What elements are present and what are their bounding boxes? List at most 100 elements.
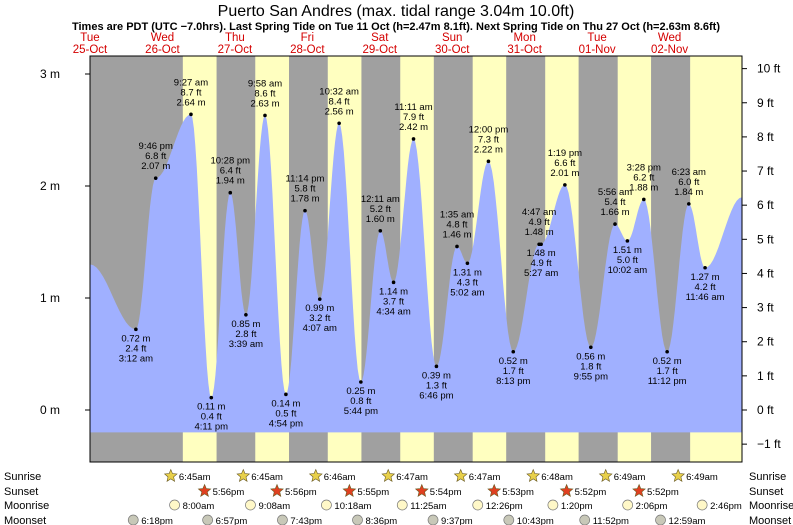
tide-high-point <box>263 113 267 118</box>
y-right-tick-label: 8 ft <box>757 130 774 144</box>
sunrise-icon <box>163 468 178 482</box>
tide-high-feet: 6.0 ft <box>678 177 699 188</box>
tide-high-point <box>687 202 691 206</box>
tide-low-point <box>703 265 707 270</box>
tide-low-feet: 3.7 ft <box>383 296 404 307</box>
moonset-time: 9:37pm <box>441 516 473 525</box>
date-label: 26-Oct <box>145 44 180 56</box>
tide-low-time: 11:46 am <box>686 292 725 303</box>
tide-low-time: 4:07 am <box>303 323 337 334</box>
moonset-icon <box>127 514 139 525</box>
tide-low-point <box>209 395 214 400</box>
sunrise-time: 6:45am <box>179 472 211 483</box>
moonrise-icon <box>472 499 484 511</box>
moonrise-icon <box>547 499 559 511</box>
tide-high-point <box>486 159 491 164</box>
date-label: 29-Oct <box>363 44 398 56</box>
tide-high-feet: 8.7 ft <box>180 87 201 98</box>
tide-low-point <box>317 297 322 301</box>
moonset-time: 7:43pm <box>290 516 322 525</box>
tide-high-metres: 2.22 m <box>474 144 503 155</box>
tide-low-feet: 4.3 ft <box>457 277 478 288</box>
tide-low-metres: 0.39 m <box>422 370 451 381</box>
sunset-icon <box>632 483 646 497</box>
tide-low-time: 5:44 pm <box>344 406 378 417</box>
tide-low-point <box>434 364 439 369</box>
tide-low-feet: 1.7 ft <box>657 366 678 377</box>
moonrise-icon <box>245 499 256 511</box>
tide-extreme-labels: 0.72 m2.4 ft3:12 am 9:46 pm6.8 ft2.07 m 9:… <box>119 77 725 432</box>
tide-low-time: 11:12 pm <box>648 376 687 387</box>
tide-low-feet: 2.8 ft <box>235 329 256 340</box>
tide-low-time: 6:46 pm <box>419 390 453 401</box>
sunset-icon <box>270 483 284 497</box>
day-of-week-label: Wed <box>151 32 174 44</box>
y-left-tick-label: 1 m <box>40 291 60 305</box>
moonrise-time: 9:08am <box>258 501 290 512</box>
tide-high-metres: 2.07 m <box>141 161 170 172</box>
moonset-time: 6:57pm <box>216 516 248 525</box>
moonrise-time: 10:18am <box>334 501 371 512</box>
tide-high-time: 11:14 pm <box>286 174 325 185</box>
moonset-time: 12:59am <box>669 516 706 525</box>
tide-low-time: 5:02 am <box>450 287 484 298</box>
tide-high-metres: 2.01 m <box>550 168 579 179</box>
tide-high-time: 12:11 am <box>361 194 400 205</box>
row-label-right: Moonrise <box>749 500 793 512</box>
moonset-time: 11:52pm <box>593 516 629 525</box>
tide-low-point <box>465 261 470 266</box>
sunset-time: 5:56pm <box>285 487 317 498</box>
date-label: 27-Oct <box>218 44 253 56</box>
y-right-tick-label: 5 ft <box>757 232 774 246</box>
tide-high-metres: 1.88 m <box>629 182 658 193</box>
tide-high-metres: 1.94 m <box>216 176 245 187</box>
tide-area-layer <box>90 114 742 433</box>
tide-high-time: 6:23 am <box>672 167 706 178</box>
tide-low-time: 4:34 am <box>376 306 410 317</box>
tide-low-metres: 1.14 m <box>379 286 408 297</box>
day-of-week-label: Tue <box>587 32 606 44</box>
sunset-time: 5:56pm <box>213 487 245 498</box>
tide-low-time: 4:11 pm <box>194 422 228 433</box>
y-left-tick-label: 0 m <box>40 403 60 417</box>
sunrise-time: 6:47am <box>469 472 501 483</box>
sunrise-time: 6:46am <box>324 472 356 483</box>
moonset-time: 8:36pm <box>366 516 398 525</box>
date-label: 28-Oct <box>290 44 325 56</box>
tide-high-feet: 6.6 ft <box>554 158 575 169</box>
chart-subtitle: Times are PDT (UTC −7.0hrs). Last Spring… <box>72 21 720 33</box>
sunrise-icon <box>236 468 251 482</box>
day-of-week-label: Thu <box>225 32 245 44</box>
date-label: 31-Oct <box>507 44 542 56</box>
y-right-tick-label: 0 ft <box>757 403 774 417</box>
moonrise-icon <box>622 499 634 511</box>
sunrise-time: 6:49am <box>686 472 718 483</box>
tide-high-feet: 6.4 ft <box>220 166 241 177</box>
tide-high-time: 10:28 pm <box>210 156 250 167</box>
tide-low-feet: 4.2 ft <box>695 282 716 293</box>
sunrise-time: 6:47am <box>396 472 428 483</box>
sunset-time: 5:55pm <box>357 487 389 498</box>
tide-low-feet: 4.9 ft <box>531 258 552 269</box>
tide-high-point <box>455 244 459 249</box>
day-labels: Tue25-OctWed26-OctThu27-OctFri28-OctSat2… <box>73 32 689 56</box>
date-label: 01-Nov <box>579 44 616 56</box>
tide-low-time: 10:02 am <box>608 265 648 276</box>
sunset-time: 5:53pm <box>502 487 534 498</box>
moonset-icon <box>503 514 515 525</box>
tide-high-time: 5:56 am <box>598 187 632 198</box>
sunrise-icon <box>671 468 686 482</box>
tide-high-feet: 5.4 ft <box>604 197 625 208</box>
astronomy-rows: Sunrise Sunrise Sunset Sunset Moonrise Moonri… <box>4 468 793 525</box>
tide-high-time: 9:58 am <box>248 78 282 89</box>
row-label-left: Sunset <box>4 486 38 498</box>
sunrise-time: 6:45am <box>251 472 283 483</box>
chart-title: Puerto San Andres (max. tidal range 3.04… <box>218 3 575 20</box>
tide-high-metres: 2.42 m <box>399 122 428 133</box>
row-label-left: Moonset <box>4 515 46 525</box>
y-right-tick-label: 10 ft <box>757 62 781 76</box>
y-axis-right: −1 ft 0 ft 1 ft 2 ft 3 ft 4 ft 5 ft 6 ft 7 ft 8 f… <box>742 62 781 451</box>
tide-high-time: 9:46 pm <box>139 141 173 152</box>
tide-low-point <box>134 327 138 332</box>
moonset-icon <box>202 514 213 525</box>
